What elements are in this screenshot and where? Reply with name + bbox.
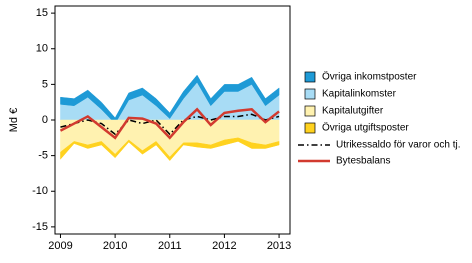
y-tick-label: 10 [36, 43, 48, 55]
line [59, 107, 280, 140]
y-tick-label: -10 [32, 185, 48, 197]
legend-swatch [304, 105, 316, 117]
x-tick-label: 2013 [267, 240, 291, 252]
area [60, 137, 280, 161]
x-tick-label: 2011 [158, 240, 182, 252]
legend-label: Kapitalutgifter [322, 106, 384, 117]
legend-swatch [304, 122, 316, 134]
legend-label: Övriga inkomstposter [322, 71, 417, 83]
y-tick-label: -15 [32, 221, 48, 233]
area [60, 74, 280, 124]
y-tick-label: -5 [38, 150, 48, 162]
x-tick-label: 2012 [212, 240, 236, 252]
y-tick-label: 5 [42, 78, 48, 90]
legend-label: Bytesbalans [336, 156, 390, 167]
y-tick-label: 15 [36, 7, 48, 19]
legend-swatch [304, 71, 316, 83]
legend-swatch [304, 88, 316, 100]
line [60, 113, 280, 136]
y-axis-label: Md € [8, 108, 20, 132]
x-tick-label: 2009 [48, 240, 72, 252]
legend-label: Övriga utgiftsposter [322, 122, 409, 134]
legend-label: Kapitalinkomster [322, 89, 397, 100]
x-tick-label: 2010 [103, 240, 127, 252]
legend-label: Utrikessaldo för varor och tj. [336, 140, 461, 151]
y-tick-label: 0 [42, 114, 48, 126]
